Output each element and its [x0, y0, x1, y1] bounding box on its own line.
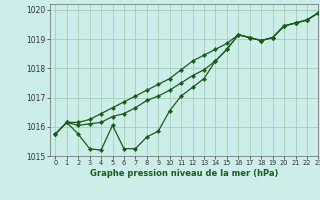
X-axis label: Graphe pression niveau de la mer (hPa): Graphe pression niveau de la mer (hPa) — [90, 169, 278, 178]
